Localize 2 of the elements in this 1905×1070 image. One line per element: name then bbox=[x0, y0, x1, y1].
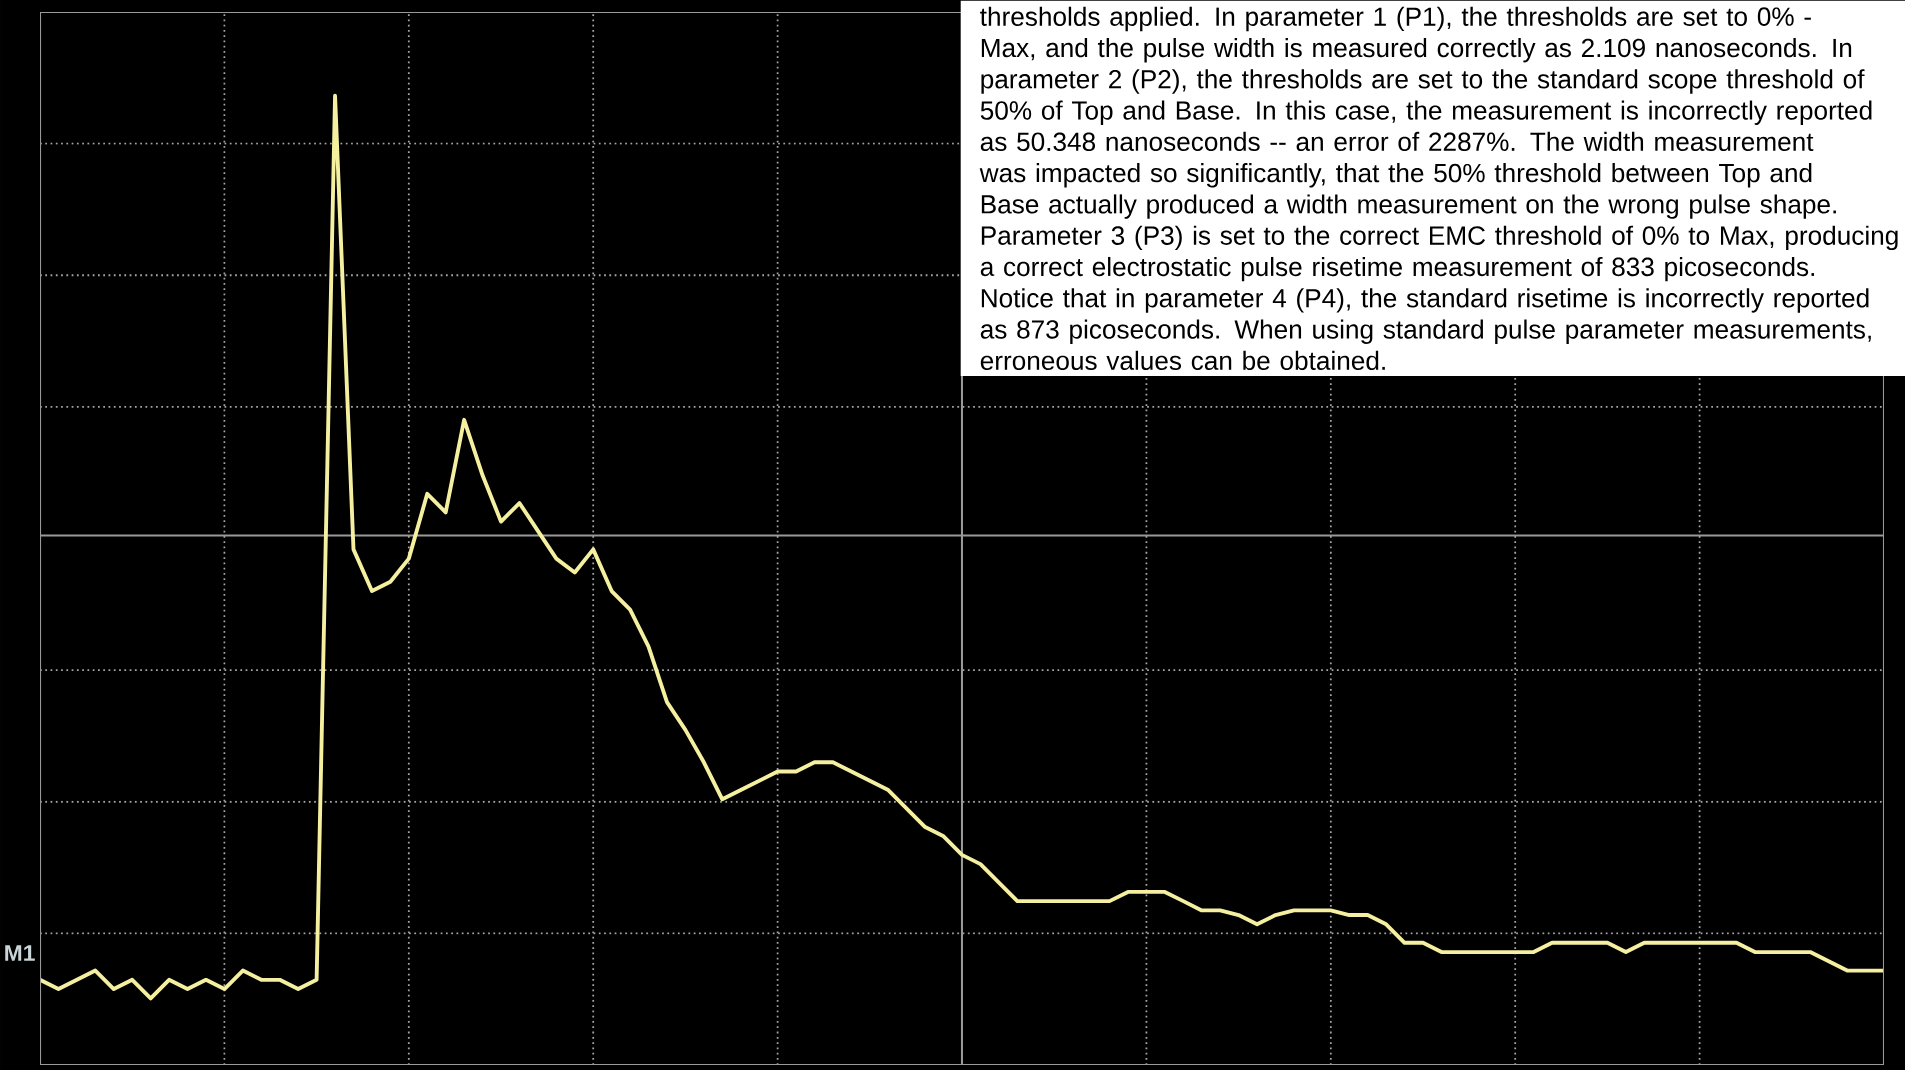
text: thresholds applied. In parameter 1 (P1), the thresholds are set to 0% - Max, and the pulse width is measured correctly as 2.109 nanoseconds. In parameter 2 (P2), the thresholds are set to the standard scope threshold of 50% of Top and Base. In this case, the measurement is incorrectly reported as 50.348 nanoseconds -- an error of 2287%. The width measurement was impacted so significantly, that the 50% threshold between Top and Base actually produced a width measurement on the wrong pulse shape. Parameter 3 (P3) is set to the correct EMC threshold of 0% to Max, producing a correct electrostatic pulse risetime measurement of 833 picoseconds. Notice that in parameter 4 (P4), the standard risetime is incorrectly reported as 873 picoseconds. When using standard pulse parameter measurements, erroneous values can be obtained. bbox=[979, 6, 1898, 371]
text: M1 bbox=[5, 945, 35, 961]
